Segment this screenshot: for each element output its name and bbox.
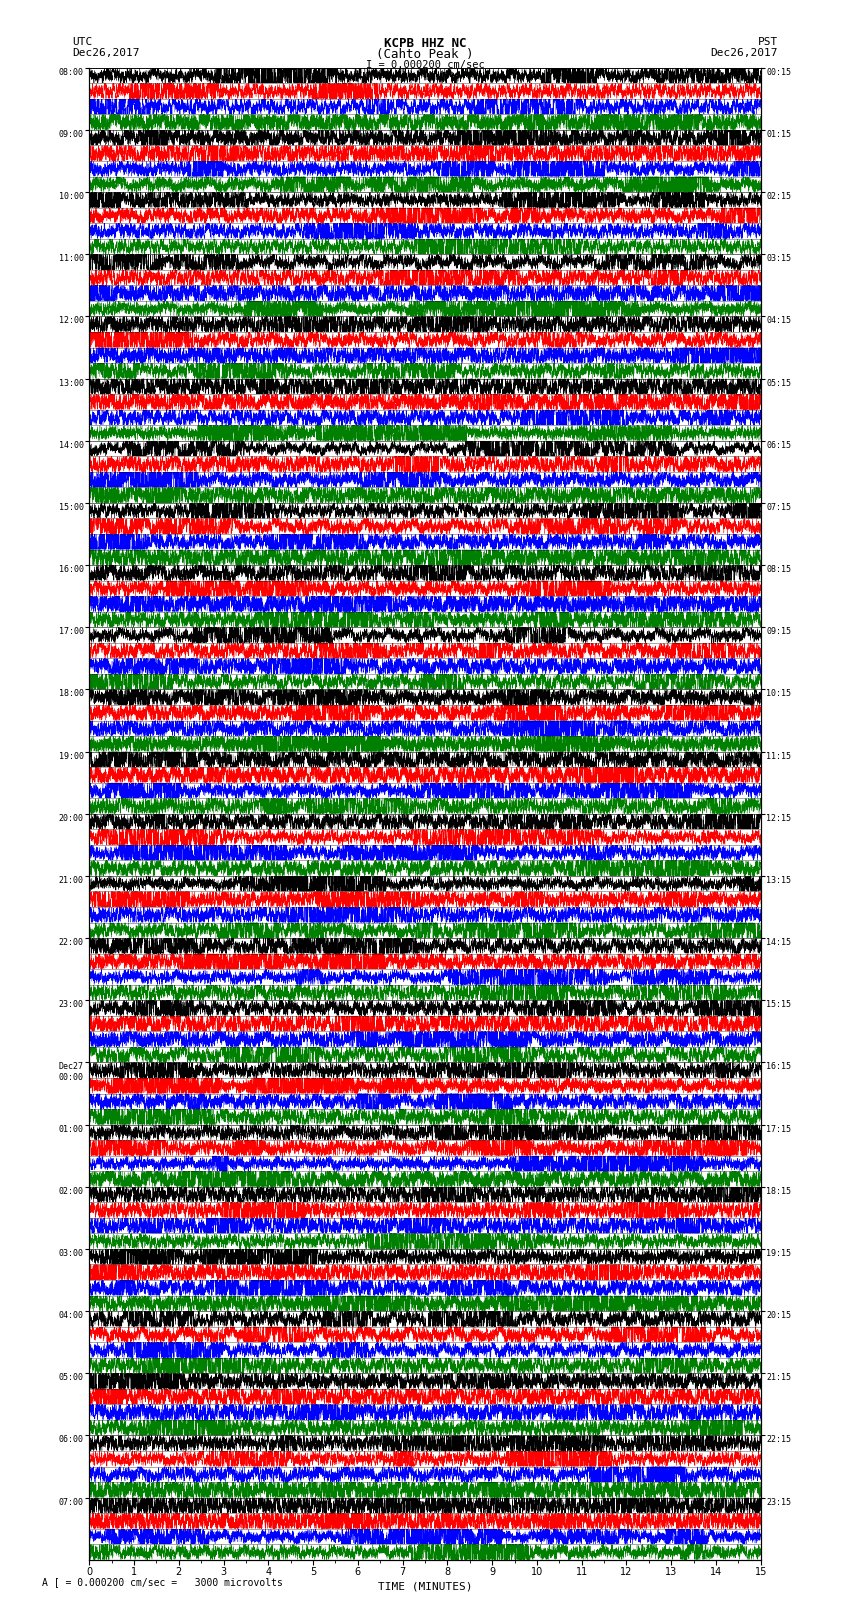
Text: I = 0.000200 cm/sec: I = 0.000200 cm/sec (366, 60, 484, 69)
Text: A [ = 0.000200 cm/sec =   3000 microvolts: A [ = 0.000200 cm/sec = 3000 microvolts (42, 1578, 283, 1587)
Text: (Cahto Peak ): (Cahto Peak ) (377, 48, 473, 61)
X-axis label: TIME (MINUTES): TIME (MINUTES) (377, 1582, 473, 1592)
Text: PST: PST (757, 37, 778, 47)
Text: Dec26,2017: Dec26,2017 (72, 48, 139, 58)
Text: Dec26,2017: Dec26,2017 (711, 48, 778, 58)
Text: KCPB HHZ NC: KCPB HHZ NC (383, 37, 467, 50)
Text: UTC: UTC (72, 37, 93, 47)
